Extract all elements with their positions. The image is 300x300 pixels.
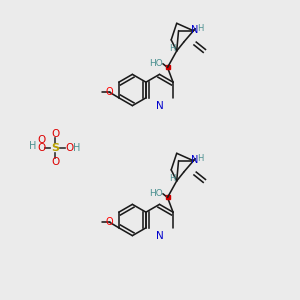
Text: O: O xyxy=(65,143,73,153)
Text: O: O xyxy=(51,157,59,167)
Text: N: N xyxy=(156,101,164,111)
Text: H: H xyxy=(197,24,204,33)
Text: H: H xyxy=(73,143,81,153)
Text: H: H xyxy=(29,141,37,151)
Text: N: N xyxy=(190,155,198,165)
Text: H: H xyxy=(169,174,175,183)
Text: HO: HO xyxy=(150,59,163,68)
Text: N: N xyxy=(190,25,198,35)
Text: O: O xyxy=(37,143,45,153)
Text: N: N xyxy=(156,231,164,241)
Text: S: S xyxy=(51,143,59,153)
Text: H: H xyxy=(169,44,175,52)
Text: H: H xyxy=(197,154,204,163)
Text: O: O xyxy=(106,217,113,227)
Text: O: O xyxy=(37,135,45,145)
Text: O: O xyxy=(106,87,113,97)
Text: HO: HO xyxy=(150,189,163,198)
Text: O: O xyxy=(51,129,59,139)
